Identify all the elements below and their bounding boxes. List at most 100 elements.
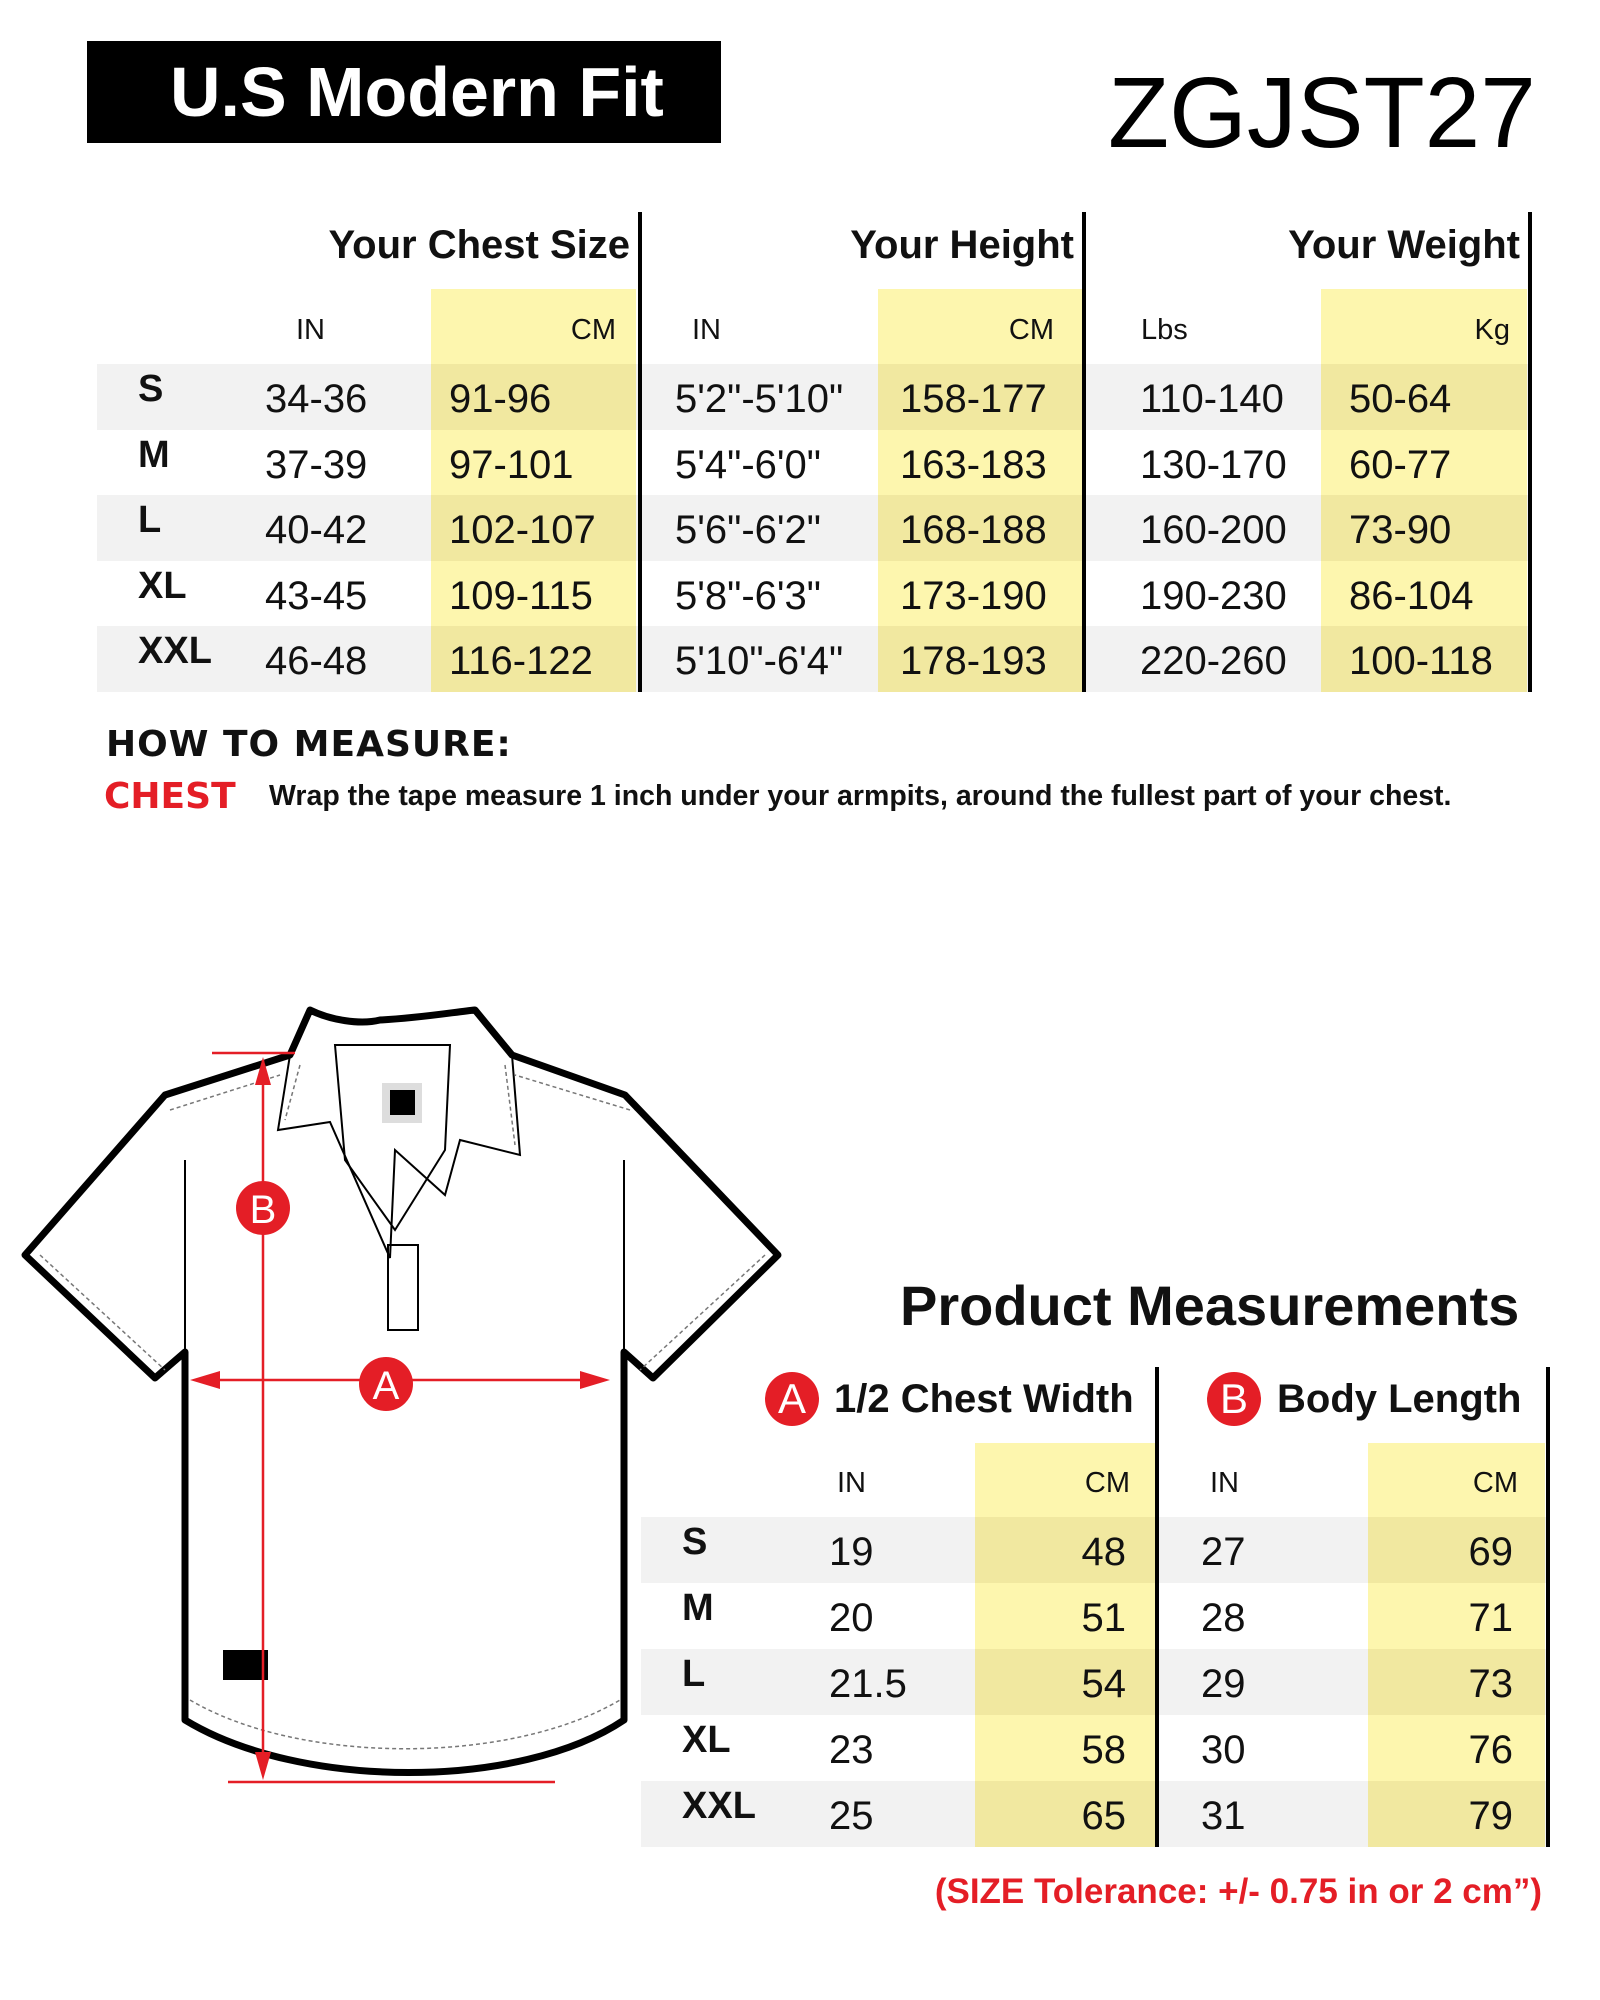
table-cell: 5'8"-6'3" xyxy=(675,573,821,618)
size-tolerance-note: (SIZE Tolerance: +/- 0.75 in or 2 cm”) xyxy=(934,1872,1542,1911)
table-cell: 43-45 xyxy=(265,573,368,618)
table-cell: 173-190 xyxy=(900,573,1047,618)
highlight-cell-background xyxy=(1321,495,1527,561)
table-cell: 168-188 xyxy=(900,508,1047,553)
highlight-column xyxy=(431,289,636,692)
highlight-cell-background xyxy=(431,495,636,561)
table-cell: 21.5 xyxy=(829,1662,907,1706)
highlight-cell-background xyxy=(975,1649,1155,1715)
table-cell: 109-115 xyxy=(449,573,593,618)
table-cell: 5'4"-6'0" xyxy=(675,442,821,487)
table-cell: 65 xyxy=(1081,1794,1127,1838)
row-background xyxy=(97,495,1530,561)
unit-label: Kg xyxy=(1474,314,1510,346)
table-cell: 110-140 xyxy=(1140,377,1284,421)
column-divider xyxy=(638,212,642,692)
group-header: Your Weight xyxy=(1288,223,1520,267)
table-cell: 73 xyxy=(1468,1662,1514,1706)
size-label: XXL xyxy=(138,630,212,673)
table-cell: 23 xyxy=(829,1728,874,1772)
table-cell: 31 xyxy=(1201,1794,1246,1838)
column-divider xyxy=(1082,212,1086,692)
table-cell: 51 xyxy=(1081,1596,1127,1640)
chest-instructions: Wrap the tape measure 1 inch under your … xyxy=(269,780,1452,812)
table-cell: 130-170 xyxy=(1140,442,1287,487)
highlight-column xyxy=(1321,289,1527,692)
size-label: S xyxy=(682,1521,708,1563)
table-cell: 97-101 xyxy=(449,442,574,487)
table-cell: 220-260 xyxy=(1140,639,1287,684)
size-label: XXL xyxy=(682,1785,756,1827)
unit-label: IN xyxy=(837,1467,866,1499)
size-label: S xyxy=(138,368,164,410)
table-cell: 58 xyxy=(1081,1728,1127,1772)
table-cell: 102-107 xyxy=(449,508,596,553)
table-cell: 60-77 xyxy=(1349,442,1452,487)
highlight-cell-background xyxy=(1368,1517,1545,1583)
table-cell: 5'10"-6'4" xyxy=(675,639,844,684)
table-cell: 29 xyxy=(1201,1662,1246,1706)
size-label: M xyxy=(138,433,170,476)
table-cell: 37-39 xyxy=(265,442,368,487)
chest-label: CHEST xyxy=(104,776,236,817)
highlight-cell-background xyxy=(878,495,1082,561)
highlight-column xyxy=(878,289,1082,692)
row-background xyxy=(97,626,1530,692)
table-cell: 25 xyxy=(829,1794,874,1838)
product-code: ZGJST27 xyxy=(1108,57,1536,169)
table-cell: 5'6"-6'2" xyxy=(675,508,821,553)
table-cell: 40-42 xyxy=(265,508,368,553)
table-cell: 5'2"-5'10" xyxy=(675,377,844,421)
highlight-cell-background xyxy=(431,364,636,430)
highlight-cell-background xyxy=(1368,1649,1545,1715)
highlight-cell-background xyxy=(878,626,1082,692)
table-cell: 178-193 xyxy=(900,639,1047,684)
how-to-measure-title: HOW TO MEASURE: xyxy=(106,724,512,765)
highlight-cell-background xyxy=(975,1517,1155,1583)
badge-a: A xyxy=(765,1372,819,1426)
highlight-cell-background xyxy=(1321,364,1527,430)
badge-b: B xyxy=(1207,1372,1261,1426)
group-header: Your Chest Size xyxy=(328,223,630,267)
highlight-column xyxy=(975,1443,1155,1847)
unit-label: IN xyxy=(1210,1467,1239,1499)
column-divider xyxy=(1546,1367,1550,1847)
group-header: 1/2 Chest Width xyxy=(834,1377,1134,1421)
unit-label: CM xyxy=(1084,1467,1130,1499)
table-cell: 69 xyxy=(1468,1530,1514,1574)
title-banner xyxy=(87,41,721,143)
unit-label: Lbs xyxy=(1141,314,1188,346)
table-cell: 91-96 xyxy=(449,377,552,421)
size-label: L xyxy=(138,499,162,542)
table-cell: 76 xyxy=(1468,1728,1514,1772)
table-cell: 19 xyxy=(829,1530,874,1574)
unit-label: IN xyxy=(692,314,721,346)
table-cell: 158-177 xyxy=(900,377,1047,421)
size-label: L xyxy=(682,1653,706,1695)
size-label: XL xyxy=(682,1719,731,1761)
unit-label: IN xyxy=(296,314,325,346)
highlight-cell-background xyxy=(975,1781,1155,1847)
table-cell: 71 xyxy=(1468,1596,1514,1640)
product-measurements-title: Product Measurements xyxy=(900,1274,1520,1337)
highlight-cell-background xyxy=(1368,1781,1545,1847)
size-label: XL xyxy=(138,564,187,607)
marker-a-label: A xyxy=(373,1364,400,1408)
unit-label: CM xyxy=(570,314,616,346)
table-cell: 100-118 xyxy=(1349,639,1493,684)
table-cell: 28 xyxy=(1201,1596,1246,1640)
table-cell: 20 xyxy=(829,1596,874,1640)
group-header: Body Length xyxy=(1277,1377,1522,1421)
size-label: M xyxy=(682,1587,714,1629)
table-cell: 50-64 xyxy=(1349,377,1452,421)
highlight-cell-background xyxy=(878,364,1082,430)
table-cell: 163-183 xyxy=(900,442,1047,487)
unit-label: CM xyxy=(1008,314,1054,346)
table-cell: 160-200 xyxy=(1140,508,1287,553)
table-cell: 48 xyxy=(1081,1530,1127,1574)
table-cell: 86-104 xyxy=(1349,573,1474,618)
highlight-cell-background xyxy=(1321,626,1527,692)
table-cell: 190-230 xyxy=(1140,573,1287,618)
table-cell: 27 xyxy=(1201,1530,1246,1574)
row-background xyxy=(97,364,1530,430)
